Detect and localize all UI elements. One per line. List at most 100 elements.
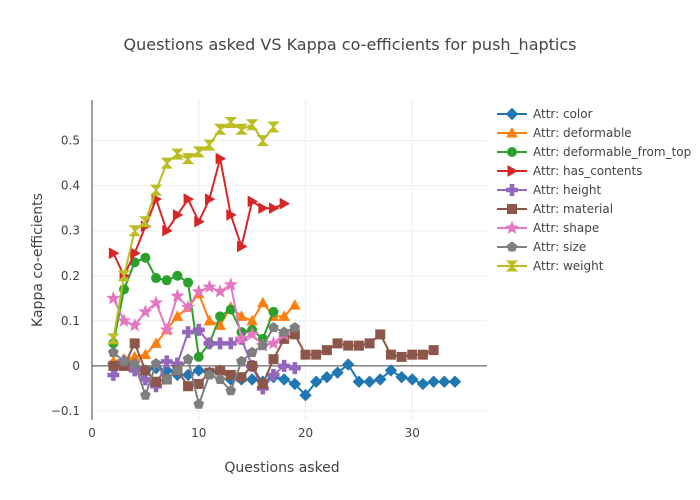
legend-item-height[interactable]: Attr: height [497,183,602,197]
data-point-has-contents [268,202,280,215]
data-point-size [225,385,237,396]
legend[interactable]: Attr: color Attr: deformable Attr: deforma… [497,107,691,273]
data-point-shape [245,326,260,341]
data-point-material [311,349,322,360]
data-point-deformable-from-top [140,252,151,263]
data-point-material [257,378,268,389]
data-point-deformable-from-top [172,270,183,281]
data-point-material [385,349,396,360]
data-point-shape [170,288,185,303]
legend-item-size[interactable]: Attr: size [497,240,586,254]
x-tick-label: 0 [88,426,96,440]
data-point-has-contents [183,193,195,206]
data-point-material [140,365,151,376]
legend-label: Attr: size [533,240,586,254]
data-point-weight [267,121,280,133]
data-point-weight [107,333,120,345]
data-point-color [320,370,334,384]
data-point-color [277,373,291,386]
legend-item-deformable[interactable]: Attr: deformable [497,126,632,140]
legend-item-material[interactable]: Attr: material [497,202,613,216]
y-tick-label: −0.1 [51,404,80,418]
data-point-size [129,358,141,369]
chart-title: Questions asked VS Kappa co-efficients f… [123,35,576,55]
y-tick-label: 0 [72,359,80,373]
legend-item-deformable-from-top[interactable]: Attr: deformable_from_top [497,145,691,159]
data-point-deformable-from-top [215,311,226,322]
data-point-size [108,346,119,357]
data-point-height [214,337,227,350]
data-point-height [182,326,195,339]
data-point-has-contents [279,197,291,210]
data-point-shape [223,277,238,291]
data-point-deformable-from-top [161,275,172,286]
data-point-material [183,381,194,392]
data-point-deformable [171,310,184,321]
data-point-shape [234,331,249,345]
data-point-height [288,362,301,375]
data-point-deformable [246,314,258,326]
series-weight [107,117,280,345]
data-point-size [182,353,194,364]
data-point-size [268,321,279,333]
data-point-shape [127,317,142,332]
legend-swatch-marker [506,126,518,138]
data-point-deformable [203,314,216,326]
data-point-color [352,375,366,388]
legend-item-has-contents[interactable]: Attr: has_contents [497,164,642,178]
data-point-weight [139,216,152,228]
data-point-weight [160,157,173,169]
x-tick-label: 20 [298,426,313,440]
y-tick-label: 0.1 [61,314,80,328]
data-point-height [278,359,291,372]
data-point-color [363,375,376,388]
data-point-size [289,321,301,333]
data-point-shape [117,313,132,327]
data-point-weight [256,135,270,147]
data-point-weight [181,153,195,165]
data-point-height [192,323,205,336]
data-point-weight [149,184,163,196]
data-point-has-contents [108,247,120,260]
legend-item-color[interactable]: Attr: color [497,107,593,121]
data-point-shape [202,279,217,294]
data-point-color [245,373,259,386]
data-point-material [225,369,236,380]
data-point-material [129,338,140,349]
x-tick-label: 10 [191,426,206,440]
legend-swatch-marker [505,107,519,121]
data-point-size [236,355,247,366]
data-point-material [396,351,407,362]
data-point-material [417,349,428,360]
x-axis-ticks: 0 10 20 30 [88,426,420,440]
data-point-color [342,358,355,371]
data-point-size [193,398,205,409]
x-axis-title: Questions asked [224,460,339,476]
legend-swatch-marker [507,204,517,214]
data-point-deformable-from-top [151,273,162,284]
data-point-size [140,389,151,400]
legend-item-shape[interactable]: Attr: shape [497,220,599,235]
data-point-weight [171,148,184,160]
data-point-material [364,338,375,349]
data-point-material [428,345,439,356]
data-point-has-contents [194,215,205,228]
data-point-has-contents [226,209,237,221]
data-point-material [375,329,386,340]
series-size [108,321,301,409]
data-point-deformable [139,348,152,360]
y-tick-label: 0.4 [61,179,80,193]
data-point-color [384,364,398,377]
data-point-shape [159,322,174,336]
legend-item-weight[interactable]: Attr: weight [497,259,604,273]
data-point-size [204,369,215,380]
x-tick-label: 30 [405,426,420,440]
y-tick-label: 0.3 [61,224,80,238]
legend-label: Attr: weight [533,259,604,273]
data-point-height [203,337,216,350]
data-point-color [448,375,462,388]
data-point-size [150,358,162,369]
data-point-material [268,354,279,365]
data-point-has-contents [172,209,184,221]
data-point-shape [266,336,281,350]
